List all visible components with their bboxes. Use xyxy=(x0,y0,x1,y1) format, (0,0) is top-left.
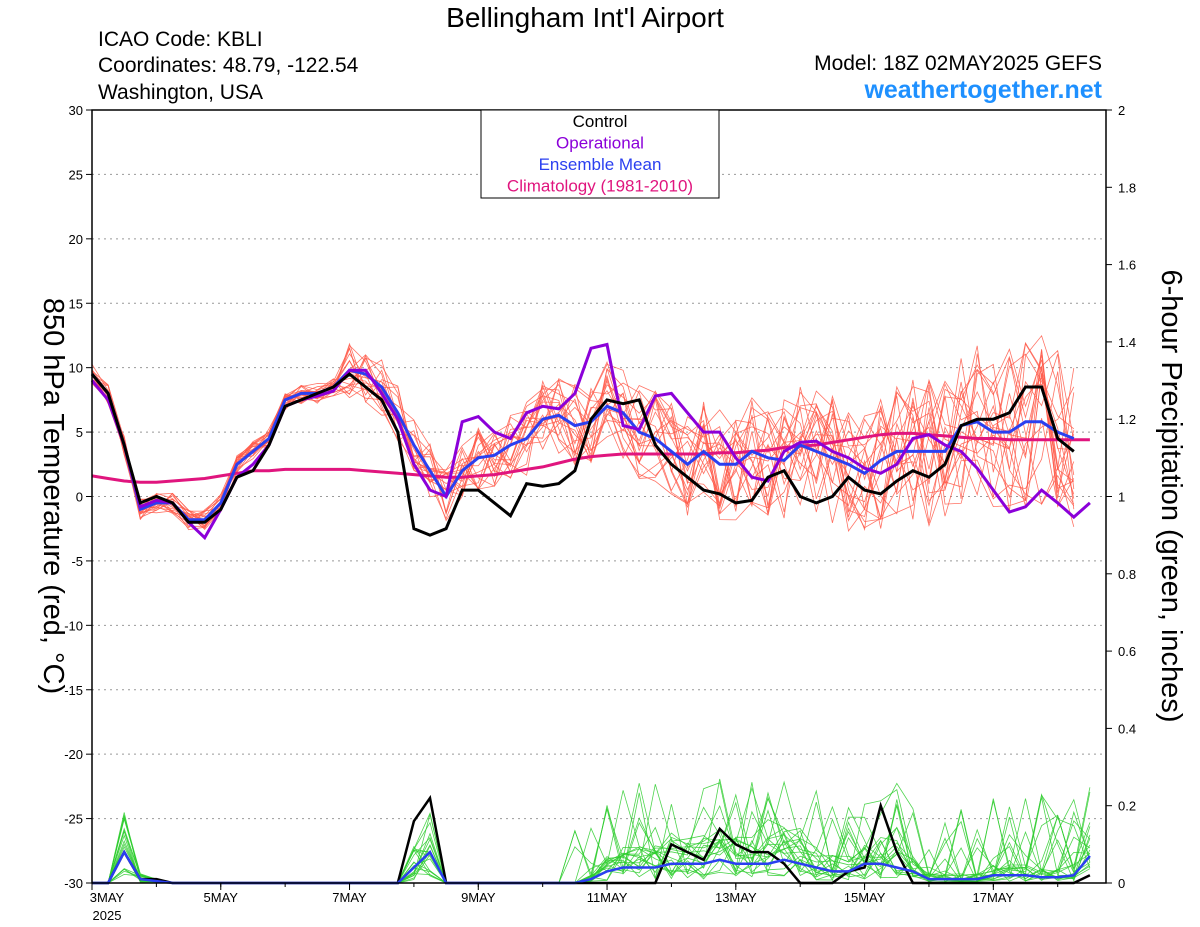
y-right-tick-label: 1.6 xyxy=(1118,258,1136,273)
temperature-member-line xyxy=(91,354,1075,529)
precipitation-member-line xyxy=(92,782,1091,884)
x-tick-label: 5MAY xyxy=(204,890,239,905)
y-right-tick-label: 0.8 xyxy=(1118,567,1136,582)
y-left-tick-label: 30 xyxy=(69,103,83,118)
model-run: Model: 18Z 02MAY2025 GEFS xyxy=(814,52,1102,75)
legend-box xyxy=(480,109,720,199)
grid xyxy=(92,173,1106,820)
site-link[interactable]: weathertogether.net xyxy=(864,76,1102,104)
precipitation-member-line xyxy=(92,780,1091,884)
y-left-tick-label: -30 xyxy=(64,876,83,891)
precipitation-member-line xyxy=(92,782,1091,884)
legend-entry: Operational xyxy=(556,134,644,153)
mean-temperature-line xyxy=(90,368,1075,522)
x-tick-label: 15MAY xyxy=(844,890,886,905)
y-left-tick-label: -15 xyxy=(64,683,83,698)
y-right-tick-label: 1.4 xyxy=(1118,335,1136,350)
y-left-tick-label: 15 xyxy=(69,296,83,311)
y-left-tick-label: -10 xyxy=(64,618,83,633)
precipitation-member-line xyxy=(92,791,1091,884)
y-right-tick-label: 1.8 xyxy=(1118,180,1136,195)
legend: Control Operational Ensemble Mean Climatolo… xyxy=(480,109,720,199)
y-right-tick-label: 0.6 xyxy=(1118,644,1136,659)
operational-temperature-line xyxy=(90,342,1091,541)
y-right-tick-label: 0 xyxy=(1118,876,1125,891)
legend-entry: Climatology (1981-2010) xyxy=(507,177,693,196)
precipitation-member-line xyxy=(92,789,1091,884)
ensemble-precipitation-members xyxy=(92,778,1091,884)
x-tick-label: 3MAY xyxy=(90,890,125,905)
x-tick-label: 13MAY xyxy=(715,890,757,905)
x-tick-label: 17MAY xyxy=(972,890,1014,905)
y-right-tick-label: 1.2 xyxy=(1118,412,1136,427)
y-left-tick-label: 25 xyxy=(69,167,83,182)
page-title: Bellingham Int'l Airport xyxy=(446,2,724,33)
climatology-line xyxy=(91,431,1090,484)
y-left-tick-label: -25 xyxy=(64,812,83,827)
legend-entry: Ensemble Mean xyxy=(539,155,662,174)
y-right-tick-label: 0.4 xyxy=(1118,721,1136,736)
x-tick-label: 9MAY xyxy=(461,890,496,905)
region: Washington, USA xyxy=(98,81,263,104)
y-left-tick-label: 0 xyxy=(76,490,83,505)
y-left-tick-label: -5 xyxy=(71,554,83,569)
y-right-tick-label: 1 xyxy=(1118,490,1125,505)
y-left-tick-label: 20 xyxy=(69,232,83,247)
mean-precipitation-line xyxy=(92,849,1091,885)
y-right-tick-label: 0.2 xyxy=(1118,799,1136,814)
axes: -30-25-20-15-10-505101520253000.20.40.60… xyxy=(64,103,1136,923)
y-axis-left-label: 850 hPa Temperature (red, °C) xyxy=(37,298,69,694)
x-tick-label: 11MAY xyxy=(587,890,628,905)
y-axis-right-label: 6-hour Precipitation (green, inches) xyxy=(1155,270,1187,723)
temperature-member-line xyxy=(91,342,1074,532)
precipitation-member-line xyxy=(92,798,1091,884)
coordinates: Coordinates: 48.79, -122.54 xyxy=(98,54,359,77)
precipitation-member-line xyxy=(92,804,1091,884)
y-right-tick-label: 2 xyxy=(1118,103,1125,118)
precipitation-member-line xyxy=(92,800,1091,884)
y-left-tick-label: -20 xyxy=(64,747,83,762)
highlighted-series xyxy=(90,342,1091,885)
x-year-label: 2025 xyxy=(93,908,122,923)
control-temperature-line xyxy=(90,372,1075,537)
plot-frame xyxy=(91,109,1107,884)
legend-entry: Control xyxy=(573,112,628,131)
y-left-tick-label: 5 xyxy=(76,425,83,440)
y-left-tick-label: 10 xyxy=(69,361,83,376)
temperature-member-line xyxy=(91,372,1075,523)
x-tick-label: 7MAY xyxy=(332,890,367,905)
precipitation-member-line xyxy=(92,778,1091,884)
temperature-member-line xyxy=(91,353,1075,520)
icao-code: ICAO Code: KBLI xyxy=(98,28,263,51)
